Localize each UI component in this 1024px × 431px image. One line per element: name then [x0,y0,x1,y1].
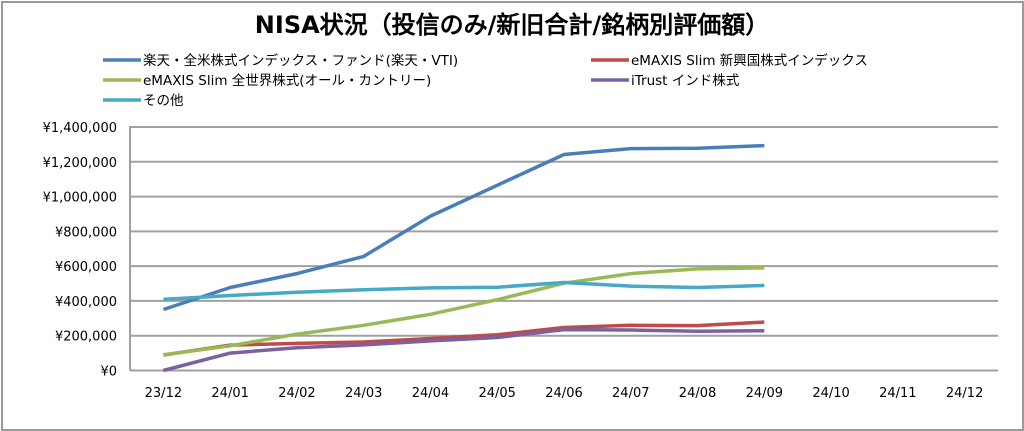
legend-label: eMAXIS Slim 新興国株式インデックス [631,52,868,69]
x-tick-label: 24/01 [211,386,248,401]
y-tick-label: ¥1,200,000 [43,156,117,171]
y-tick-label: ¥600,000 [55,260,117,275]
series-line-4 [163,280,765,302]
series-lines [162,143,765,373]
legend: 楽天・全米株式インデックス・ファンド(楽天・VTI) eMAXIS Slim 新興… [103,52,868,109]
x-tick-label: 24/04 [412,386,449,401]
x-tick-label: 24/10 [812,386,849,401]
series-line-0 [162,143,765,312]
x-tick-label: 23/12 [145,386,182,401]
y-tick-label: ¥800,000 [55,225,117,240]
legend-item: eMAXIS Slim 全世界株式(オール・カントリー) [103,72,431,89]
x-tick-label: 24/07 [612,386,649,401]
y-tick-label: ¥1,000,000 [43,191,117,206]
x-tick-label: 24/06 [545,386,582,401]
y-tick-label: ¥400,000 [55,295,117,310]
x-tick-label: 24/02 [278,386,315,401]
x-tick-label: 24/05 [478,386,515,401]
legend-label: eMAXIS Slim 全世界株式(オール・カントリー) [143,72,431,89]
x-tick-label: 24/09 [746,386,783,401]
legend-item: iTrust インド株式 [591,73,740,89]
legend-item: その他 [103,93,184,109]
legend-item: 楽天・全米株式インデックス・ファンド(楽天・VTI) [103,52,458,69]
x-tick-label: 24/03 [345,386,382,401]
legend-label: その他 [143,93,184,109]
gridlines [129,126,998,372]
y-tick-label: ¥0 [100,365,117,380]
series-line-2 [163,266,765,357]
y-axis-ticks: ¥0 ¥200,000 ¥400,000 ¥600,000 ¥800,000 ¥1,000… [43,121,117,380]
legend-label: iTrust インド株式 [631,73,740,89]
x-tick-label: 24/08 [679,386,716,401]
series-line-1 [163,320,765,357]
x-tick-label: 24/11 [879,386,916,401]
y-tick-label: ¥1,400,000 [43,121,117,136]
legend-item: eMAXIS Slim 新興国株式インデックス [591,52,868,69]
x-tick-label: 24/12 [946,386,983,401]
series-line-3 [162,327,765,373]
legend-label: 楽天・全米株式インデックス・ファンド(楽天・VTI) [143,52,458,69]
x-axis-ticks: 23/12 24/01 24/02 24/03 24/04 24/05 24/06 24/07… [145,386,984,401]
chart-title: NISA状況（投信のみ/新旧合計/銘柄別評価額） [255,11,769,39]
y-tick-label: ¥200,000 [55,330,117,345]
